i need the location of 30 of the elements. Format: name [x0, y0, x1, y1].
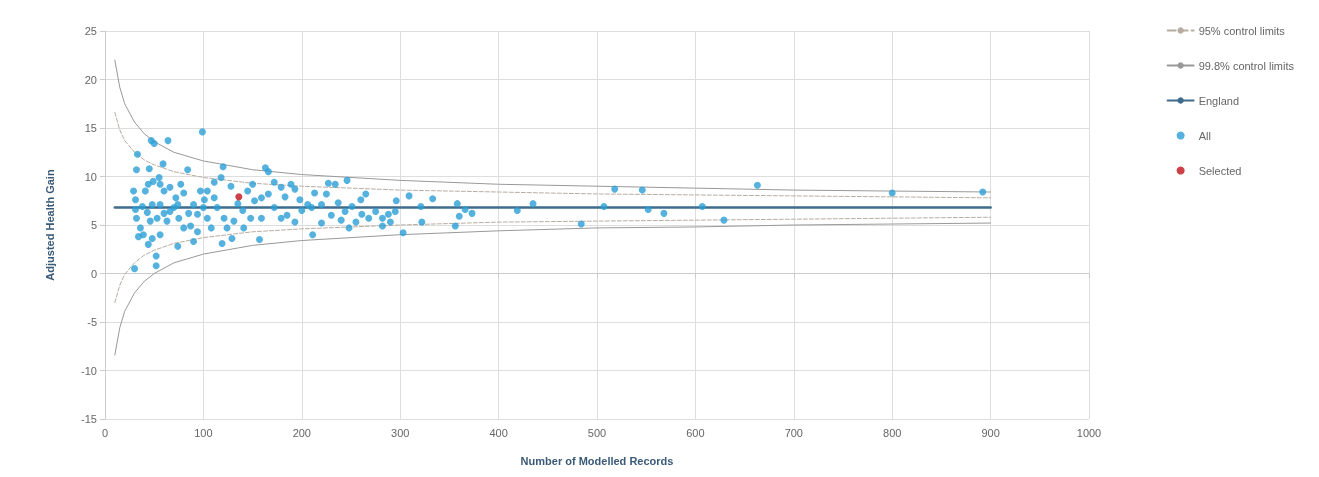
y-tick-label: 10: [84, 170, 97, 183]
legend-label: England: [1198, 94, 1240, 107]
y-tick-label: 15: [84, 122, 97, 134]
x-tick-label: 300: [391, 426, 410, 439]
x-tick-label: 400: [489, 426, 508, 439]
x-tick-label: 600: [686, 426, 705, 439]
y-tick-label: -15: [81, 413, 97, 425]
line-series: [114, 216, 992, 304]
line-series: [114, 222, 992, 356]
y-axis-title: Adjusted Health Gain: [43, 169, 56, 281]
x-tick-label: 100: [194, 426, 213, 439]
x-tick-label: 500: [587, 426, 607, 439]
x-tick-label: 800: [883, 426, 902, 439]
y-tick-label: 25: [84, 25, 97, 37]
x-tick-label: 700: [784, 426, 803, 439]
x-tick-label: 900: [981, 426, 1000, 439]
x-tick-label: 1000: [1076, 426, 1102, 439]
x-tick-label: 0: [101, 426, 109, 439]
y-tick-label: 20: [84, 73, 97, 86]
legend-label: All: [1198, 129, 1211, 142]
y-tick-label: 0: [90, 267, 97, 280]
legend-label: 99.8% control limits: [1198, 59, 1295, 72]
line-series: [114, 111, 992, 199]
legend-label: 95% control limits: [1198, 24, 1286, 37]
legend-label: Selected: [1198, 164, 1242, 177]
y-tick-label: -5: [87, 316, 97, 328]
x-axis-title: Number of Modelled Records: [520, 454, 674, 467]
x-tick-label: 200: [292, 426, 311, 439]
y-tick-label: 5: [90, 219, 97, 231]
y-tick-label: -10: [81, 364, 97, 377]
